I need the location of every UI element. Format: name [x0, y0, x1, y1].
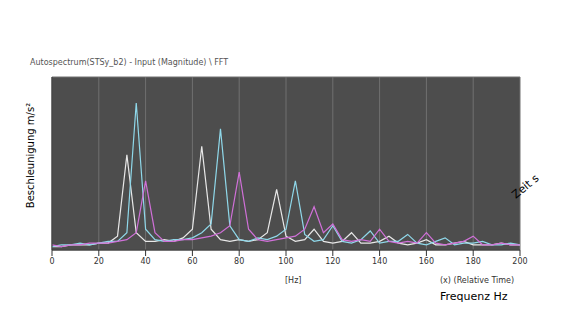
- svg-text:100: 100: [278, 257, 293, 266]
- svg-text:180: 180: [466, 257, 481, 266]
- html-text:Beschleunigung m/s²: Beschleunigung m/s²: [24, 102, 36, 209]
- html-text:Autospectrum(STSy_b2) - Input: Autospectrum(STSy_b2) - Input (Magnitude…: [30, 58, 229, 67]
- svg-text:0: 0: [49, 257, 54, 266]
- html-text:Frequenz Hz: Frequenz Hz: [440, 290, 508, 303]
- svg-text:20: 20: [94, 257, 104, 266]
- svg-text:160: 160: [419, 257, 434, 266]
- svg-text:60: 60: [187, 257, 197, 266]
- svg-text:140: 140: [372, 257, 387, 266]
- svg-text:200: 200: [512, 257, 527, 266]
- svg-text:120: 120: [325, 257, 340, 266]
- html-text:Zeit s: Zeit s: [509, 171, 542, 202]
- svg-text:40: 40: [141, 257, 151, 266]
- html-text:[Hz]: [Hz]: [285, 276, 302, 285]
- html-text:(x) (Relative Time): (x) (Relative Time): [440, 276, 515, 285]
- svg-text:80: 80: [234, 257, 244, 266]
